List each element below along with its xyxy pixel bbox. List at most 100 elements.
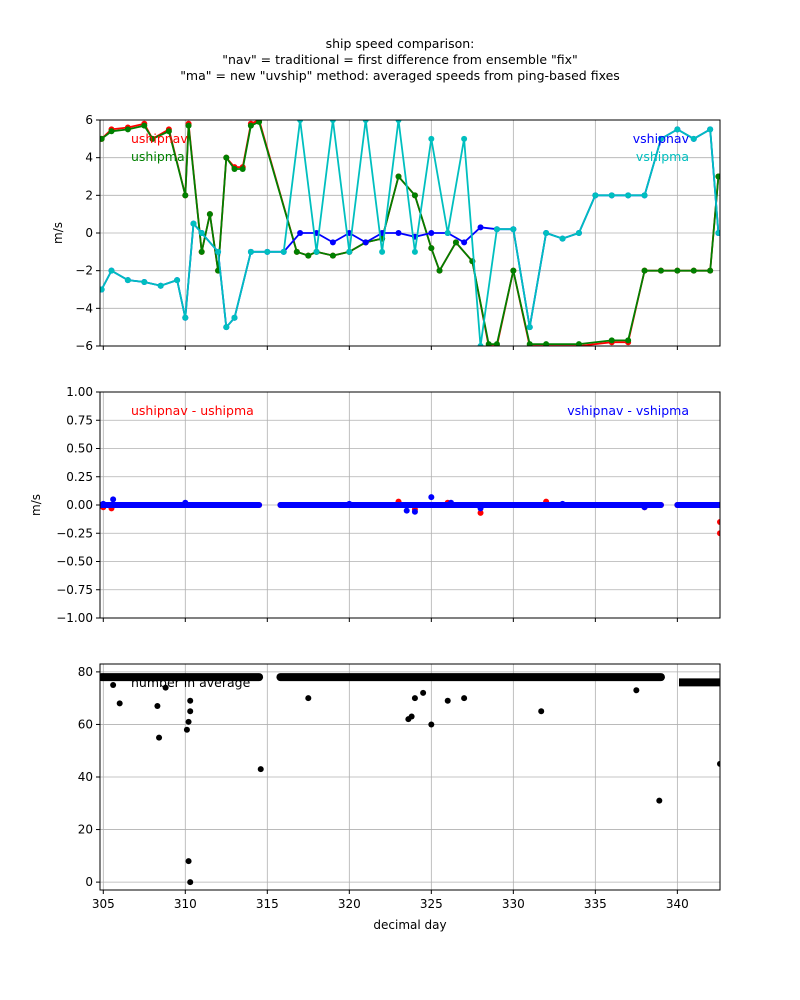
- data-point: [715, 230, 720, 236]
- data-point: [264, 248, 271, 255]
- data-point: [625, 337, 632, 344]
- data-point: [633, 687, 640, 694]
- data-point: [715, 173, 720, 180]
- data-point: [223, 154, 230, 161]
- data-point: [280, 248, 287, 255]
- panel-1: 6 4 2 0 −2 −4 −6 m/s ushipnav ushipma vshipnav vshi…: [51, 113, 721, 353]
- y-tick-label: 0.75: [66, 413, 93, 427]
- data-point: [124, 126, 131, 133]
- data-point: [239, 165, 246, 172]
- data-point: [297, 120, 304, 123]
- data-point: [707, 267, 714, 274]
- data-point: [526, 324, 533, 331]
- data-point: [510, 226, 517, 233]
- data-point: [477, 224, 484, 231]
- data-point: [690, 135, 697, 142]
- x-axis: [102, 346, 678, 350]
- figure-title: ship speed comparison:"nav" = traditiona…: [180, 36, 620, 83]
- data-point: [641, 504, 648, 511]
- annotations: number in average: [131, 675, 251, 690]
- y-tick-label: 0.00: [66, 498, 93, 512]
- y-tick-label: −0.50: [56, 555, 93, 569]
- data-point: [198, 230, 205, 236]
- data-point: [717, 760, 720, 767]
- data-point: [592, 192, 599, 199]
- y-tick-label: −0.75: [56, 583, 93, 597]
- data-point: [215, 248, 222, 255]
- data-point: [411, 248, 418, 255]
- data-point: [395, 120, 402, 123]
- x-tick-label: 335: [584, 897, 607, 911]
- data-point: [411, 192, 418, 199]
- data-point: [403, 507, 410, 514]
- data-point: [329, 239, 336, 246]
- data-point: [452, 239, 459, 246]
- data-point: [329, 120, 336, 123]
- annotation-right: vshipma: [636, 149, 689, 164]
- y-tick-label: 0.25: [66, 470, 93, 484]
- data-point: [420, 689, 427, 696]
- data-point: [538, 708, 545, 715]
- data-point: [162, 684, 169, 691]
- data-point: [461, 695, 468, 702]
- y-axis: 0 20 40 60 80: [78, 665, 100, 889]
- data-point: [477, 509, 484, 516]
- data-point: [395, 173, 402, 180]
- data-point: [444, 697, 451, 704]
- data-point: [717, 530, 720, 537]
- data-point: [656, 797, 663, 804]
- annotation-left: ushipnav: [131, 131, 188, 146]
- data-point: [428, 230, 435, 236]
- data-point: [280, 502, 287, 508]
- x-tick-label: 340: [666, 897, 689, 911]
- x-tick-label: 315: [256, 897, 279, 911]
- y-tick-label: 40: [78, 770, 93, 784]
- data-point: [444, 230, 451, 236]
- data-point: [182, 314, 189, 321]
- data-point: [436, 267, 443, 274]
- data-point: [100, 135, 105, 142]
- title-line-1: ship speed comparison:: [326, 36, 475, 51]
- data-point: [559, 500, 566, 507]
- data-point: [100, 286, 105, 293]
- data-point: [625, 192, 632, 199]
- data-point: [206, 211, 213, 218]
- data-point: [174, 277, 181, 284]
- y-tick-label: 80: [78, 665, 93, 679]
- data-point: [543, 230, 550, 236]
- y-tick-label: −1.00: [56, 611, 93, 625]
- data-point: [183, 726, 190, 733]
- y-tick-label: 0.50: [66, 442, 93, 456]
- data-point: [493, 341, 500, 346]
- data-point: [428, 245, 435, 252]
- data-point: [297, 230, 304, 236]
- data-point: [526, 341, 533, 346]
- data-point: [362, 120, 369, 123]
- y-tick-label: −0.25: [56, 526, 93, 540]
- data-point: [313, 248, 320, 255]
- y-tick-label: 4: [85, 151, 93, 165]
- annotations: ushipnav ushipma vshipnav vshipma: [131, 131, 690, 164]
- grid: [100, 664, 720, 890]
- x-tick-label: 330: [502, 897, 525, 911]
- data-point: [608, 337, 615, 344]
- y-tick-label: 6: [85, 113, 93, 127]
- y-tick-label: −6: [75, 339, 93, 353]
- data-point: [247, 248, 254, 255]
- data-point: [707, 126, 714, 133]
- data-point: [575, 341, 582, 346]
- annotation-left: ushipnav - ushipma: [131, 403, 254, 418]
- annotation-right: vshipnav: [633, 131, 690, 146]
- data-point: [608, 192, 615, 199]
- y-axis-label: m/s: [29, 494, 43, 516]
- x-tick-label: 310: [174, 897, 197, 911]
- data-point: [362, 239, 369, 246]
- annotations: ushipnav - ushipma vshipnav - vshipma: [131, 403, 689, 418]
- y-tick-label: 0: [85, 875, 93, 889]
- data-point: [461, 239, 468, 246]
- series-number-in-average: [100, 673, 720, 886]
- data-point: [408, 713, 415, 720]
- data-point: [717, 518, 720, 525]
